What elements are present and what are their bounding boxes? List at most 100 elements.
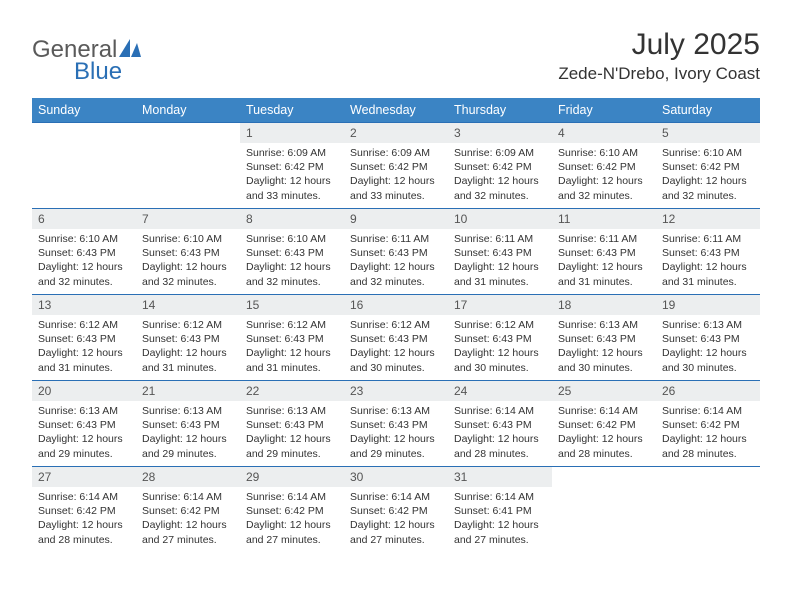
day-cell-31: 31Sunrise: 6:14 AMSunset: 6:41 PMDayligh… [448,467,552,553]
day-cell-4: 4Sunrise: 6:10 AMSunset: 6:42 PMDaylight… [552,123,656,209]
day-details: Sunrise: 6:14 AMSunset: 6:42 PMDaylight:… [32,487,136,551]
calendar-table: SundayMondayTuesdayWednesdayThursdayFrid… [32,98,760,553]
day-number: 31 [448,467,552,487]
day-header-thursday: Thursday [448,98,552,123]
day-header-sunday: Sunday [32,98,136,123]
day-number: 28 [136,467,240,487]
day-number: 20 [32,381,136,401]
day-details: Sunrise: 6:11 AMSunset: 6:43 PMDaylight:… [552,229,656,293]
day-header-tuesday: Tuesday [240,98,344,123]
day-cell-12: 12Sunrise: 6:11 AMSunset: 6:43 PMDayligh… [656,209,760,295]
day-number: 6 [32,209,136,229]
day-cell-2: 2Sunrise: 6:09 AMSunset: 6:42 PMDaylight… [344,123,448,209]
month-title: July 2025 [558,28,760,62]
week-row: 1Sunrise: 6:09 AMSunset: 6:42 PMDaylight… [32,123,760,209]
day-header-saturday: Saturday [656,98,760,123]
day-number: 10 [448,209,552,229]
day-number: 12 [656,209,760,229]
header: General Blue July 2025 Zede-N'Drebo, Ivo… [32,28,760,86]
day-cell-3: 3Sunrise: 6:09 AMSunset: 6:42 PMDaylight… [448,123,552,209]
day-cell-empty [656,467,760,553]
day-cell-11: 11Sunrise: 6:11 AMSunset: 6:43 PMDayligh… [552,209,656,295]
day-details: Sunrise: 6:11 AMSunset: 6:43 PMDaylight:… [448,229,552,293]
day-cell-5: 5Sunrise: 6:10 AMSunset: 6:42 PMDaylight… [656,123,760,209]
logo-text-blue: Blue [74,58,122,86]
day-number [552,467,656,487]
day-details: Sunrise: 6:14 AMSunset: 6:42 PMDaylight:… [240,487,344,551]
day-details: Sunrise: 6:10 AMSunset: 6:43 PMDaylight:… [32,229,136,293]
day-number: 19 [656,295,760,315]
day-number [32,123,136,143]
day-number: 30 [344,467,448,487]
day-number: 18 [552,295,656,315]
day-cell-10: 10Sunrise: 6:11 AMSunset: 6:43 PMDayligh… [448,209,552,295]
day-details: Sunrise: 6:14 AMSunset: 6:42 PMDaylight:… [136,487,240,551]
day-number: 2 [344,123,448,143]
logo: General Blue [32,28,141,86]
day-details: Sunrise: 6:14 AMSunset: 6:42 PMDaylight:… [344,487,448,551]
day-details: Sunrise: 6:13 AMSunset: 6:43 PMDaylight:… [656,315,760,379]
day-cell-21: 21Sunrise: 6:13 AMSunset: 6:43 PMDayligh… [136,381,240,467]
day-details: Sunrise: 6:12 AMSunset: 6:43 PMDaylight:… [448,315,552,379]
day-number: 11 [552,209,656,229]
day-details: Sunrise: 6:13 AMSunset: 6:43 PMDaylight:… [240,401,344,465]
day-number: 14 [136,295,240,315]
week-row: 13Sunrise: 6:12 AMSunset: 6:43 PMDayligh… [32,295,760,381]
day-cell-23: 23Sunrise: 6:13 AMSunset: 6:43 PMDayligh… [344,381,448,467]
day-number [136,123,240,143]
day-details: Sunrise: 6:14 AMSunset: 6:43 PMDaylight:… [448,401,552,465]
day-cell-empty [32,123,136,209]
day-cell-22: 22Sunrise: 6:13 AMSunset: 6:43 PMDayligh… [240,381,344,467]
day-details: Sunrise: 6:11 AMSunset: 6:43 PMDaylight:… [344,229,448,293]
day-number: 3 [448,123,552,143]
day-number: 29 [240,467,344,487]
day-details: Sunrise: 6:12 AMSunset: 6:43 PMDaylight:… [344,315,448,379]
week-row: 6Sunrise: 6:10 AMSunset: 6:43 PMDaylight… [32,209,760,295]
day-cell-27: 27Sunrise: 6:14 AMSunset: 6:42 PMDayligh… [32,467,136,553]
day-cell-16: 16Sunrise: 6:12 AMSunset: 6:43 PMDayligh… [344,295,448,381]
day-details: Sunrise: 6:09 AMSunset: 6:42 PMDaylight:… [240,143,344,207]
location: Zede-N'Drebo, Ivory Coast [558,64,760,84]
day-details: Sunrise: 6:13 AMSunset: 6:43 PMDaylight:… [344,401,448,465]
day-number: 26 [656,381,760,401]
day-number: 5 [656,123,760,143]
day-number: 1 [240,123,344,143]
day-cell-20: 20Sunrise: 6:13 AMSunset: 6:43 PMDayligh… [32,381,136,467]
week-row: 27Sunrise: 6:14 AMSunset: 6:42 PMDayligh… [32,467,760,553]
day-number: 15 [240,295,344,315]
day-details: Sunrise: 6:14 AMSunset: 6:42 PMDaylight:… [552,401,656,465]
day-details: Sunrise: 6:10 AMSunset: 6:43 PMDaylight:… [240,229,344,293]
day-cell-28: 28Sunrise: 6:14 AMSunset: 6:42 PMDayligh… [136,467,240,553]
day-cell-26: 26Sunrise: 6:14 AMSunset: 6:42 PMDayligh… [656,381,760,467]
day-number: 21 [136,381,240,401]
week-row: 20 Sunrise: 6:13 AMSunset: 6:43 PMDayligh… [32,381,760,467]
day-details: Sunrise: 6:11 AMSunset: 6:43 PMDaylight:… [656,229,760,293]
day-details: Sunrise: 6:10 AMSunset: 6:42 PMDaylight:… [656,143,760,207]
day-cell-19: 19Sunrise: 6:13 AMSunset: 6:43 PMDayligh… [656,295,760,381]
day-details: Sunrise: 6:13 AMSunset: 6:43 PMDaylight:… [552,315,656,379]
day-cell-8: 8Sunrise: 6:10 AMSunset: 6:43 PMDaylight… [240,209,344,295]
day-cell-25: 25Sunrise: 6:14 AMSunset: 6:42 PMDayligh… [552,381,656,467]
day-number [656,467,760,487]
day-cell-empty [136,123,240,209]
day-cell-17: 17Sunrise: 6:12 AMSunset: 6:43 PMDayligh… [448,295,552,381]
day-details: Sunrise: 6:12 AMSunset: 6:43 PMDaylight:… [240,315,344,379]
day-cell-14: 14Sunrise: 6:12 AMSunset: 6:43 PMDayligh… [136,295,240,381]
day-number: 9 [344,209,448,229]
day-details: Sunrise: 6:14 AMSunset: 6:41 PMDaylight:… [448,487,552,551]
logo-sail-icon [119,39,141,57]
day-details: Sunrise: 6:10 AMSunset: 6:43 PMDaylight:… [136,229,240,293]
day-details: Sunrise: 6:09 AMSunset: 6:42 PMDaylight:… [344,143,448,207]
day-cell-15: 15Sunrise: 6:12 AMSunset: 6:43 PMDayligh… [240,295,344,381]
day-cell-18: 18Sunrise: 6:13 AMSunset: 6:43 PMDayligh… [552,295,656,381]
day-number: 23 [344,381,448,401]
day-number: 7 [136,209,240,229]
day-cell-13: 13Sunrise: 6:12 AMSunset: 6:43 PMDayligh… [32,295,136,381]
day-number: 8 [240,209,344,229]
day-cell-6: 6Sunrise: 6:10 AMSunset: 6:43 PMDaylight… [32,209,136,295]
day-cell-7: 7Sunrise: 6:10 AMSunset: 6:43 PMDaylight… [136,209,240,295]
day-number: 24 [448,381,552,401]
day-cell-9: 9Sunrise: 6:11 AMSunset: 6:43 PMDaylight… [344,209,448,295]
day-details: Sunrise: 6:14 AMSunset: 6:42 PMDaylight:… [656,401,760,465]
day-cell-1: 1Sunrise: 6:09 AMSunset: 6:42 PMDaylight… [240,123,344,209]
